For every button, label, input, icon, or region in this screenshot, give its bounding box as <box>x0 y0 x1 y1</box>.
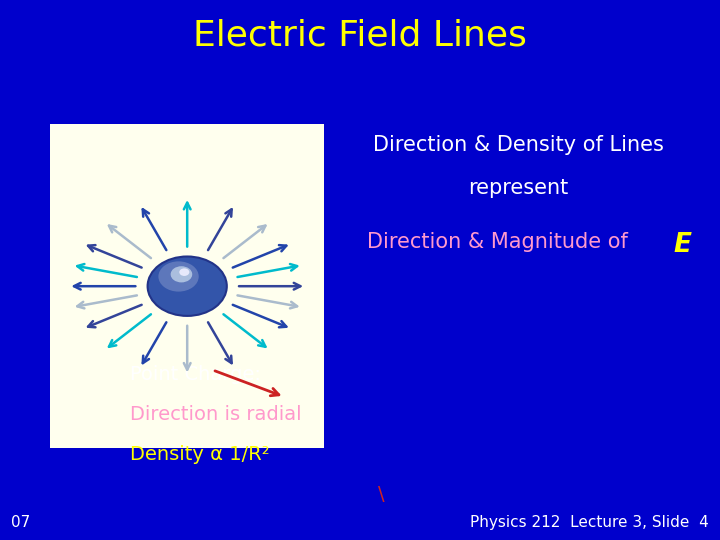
Text: Density α 1/R²: Density α 1/R² <box>130 446 269 464</box>
Bar <box>50 124 324 448</box>
Circle shape <box>171 266 192 282</box>
Text: Physics 212  Lecture 3, Slide  4: Physics 212 Lecture 3, Slide 4 <box>470 515 709 530</box>
Text: Direction & Magnitude of: Direction & Magnitude of <box>366 232 634 252</box>
Circle shape <box>158 261 199 292</box>
Text: Direction is radial: Direction is radial <box>130 405 301 424</box>
Text: 07: 07 <box>11 515 30 530</box>
Text: Electric Field Lines: Electric Field Lines <box>193 19 527 53</box>
Text: Point Charge:: Point Charge: <box>130 364 261 383</box>
Text: \: \ <box>378 484 385 504</box>
Text: Direction & Density of Lines: Direction & Density of Lines <box>373 135 664 155</box>
Circle shape <box>148 256 227 316</box>
Text: represent: represent <box>468 178 569 198</box>
Circle shape <box>179 268 189 276</box>
Text: E: E <box>673 232 691 258</box>
